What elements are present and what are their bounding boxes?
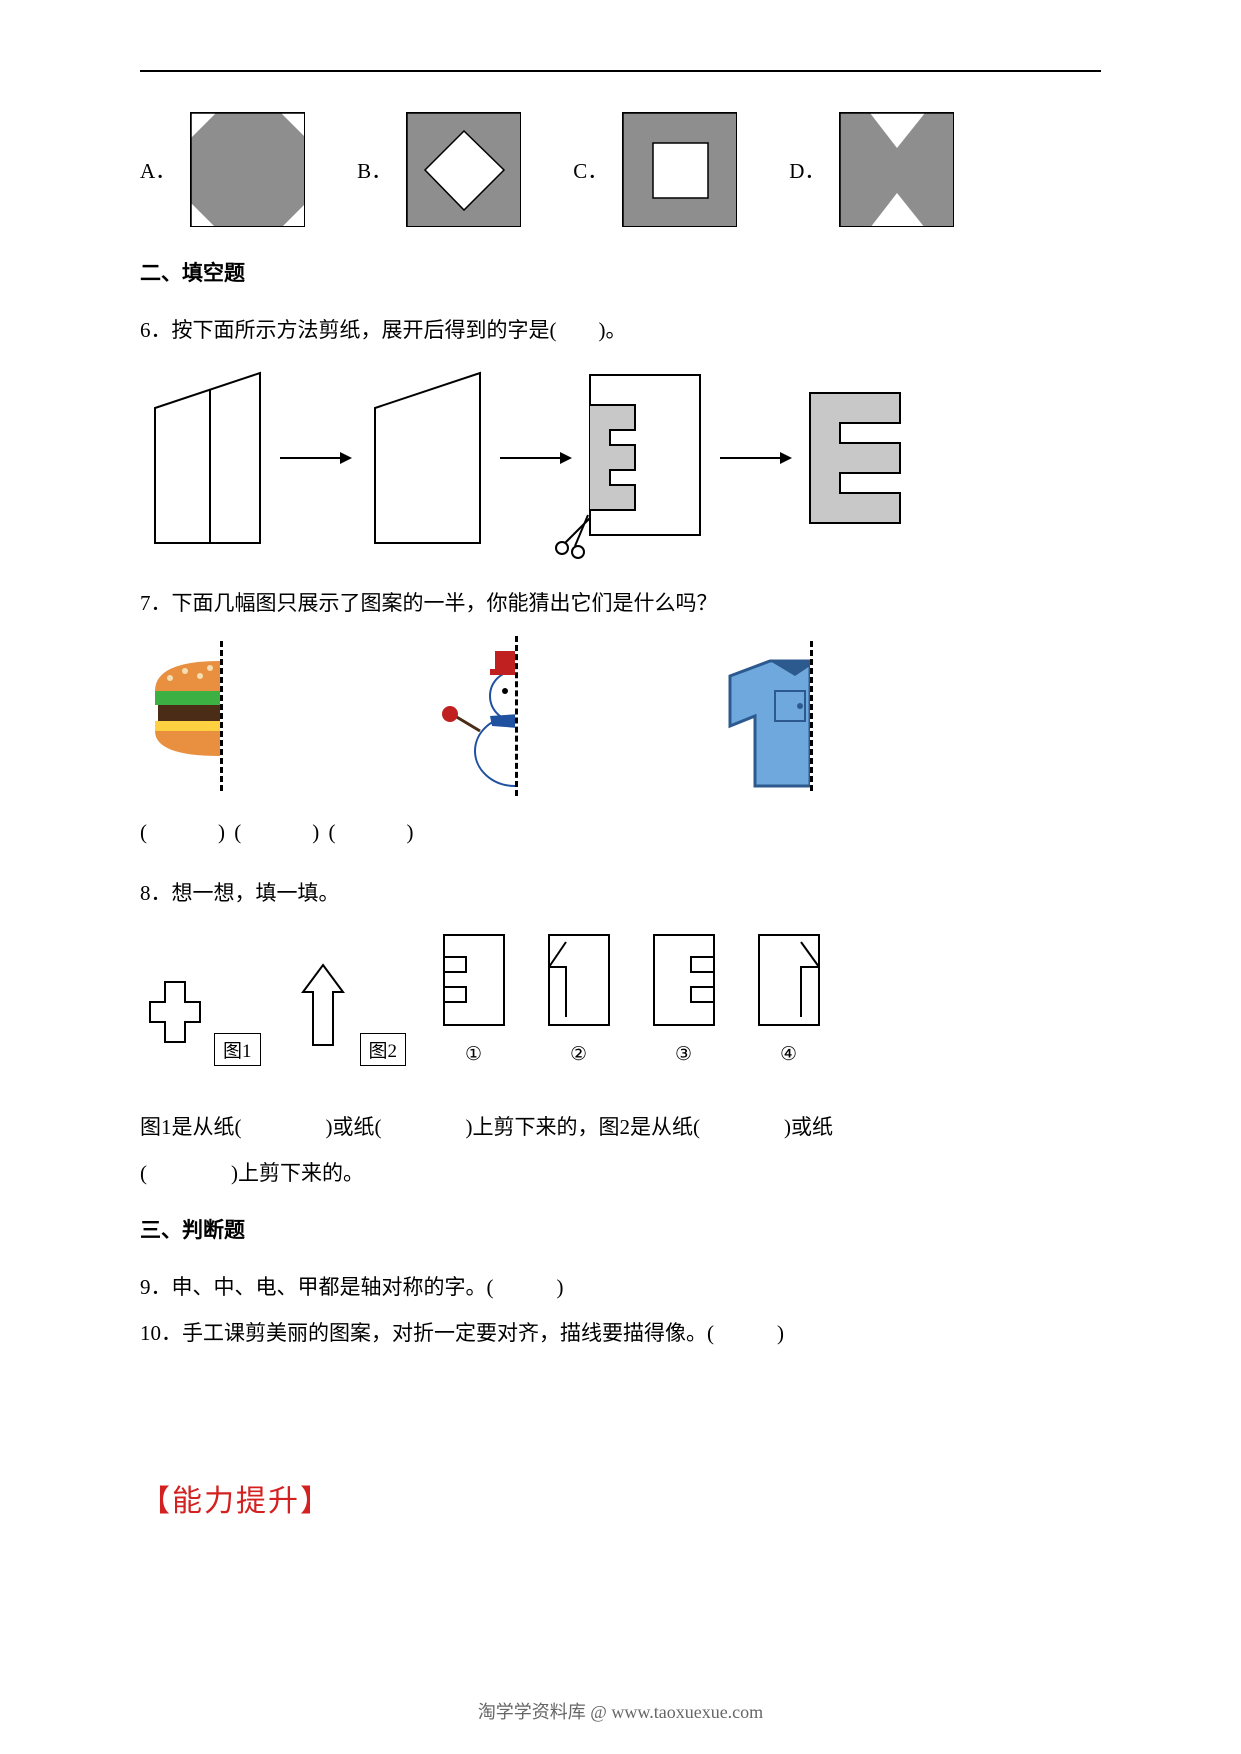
q7-snowman xyxy=(420,636,580,796)
q8-line2: ( )上剪下来的。 xyxy=(140,1150,1101,1196)
q8-label-fig2: 图2 xyxy=(360,1033,407,1066)
q7-text: 7．下面几幅图只展示了图案的一半，你能猜出它们是什么吗？ xyxy=(140,580,1101,626)
q7-images xyxy=(140,636,1101,796)
option-a-label: A． xyxy=(140,155,176,185)
ability-upgrade-header: 【能力提升】 xyxy=(140,1476,1101,1520)
page-footer: 淘学学资料库 @ www.taoxuexue.com xyxy=(0,1698,1241,1724)
q8-line1: 图1是从纸( )或纸( )上剪下来的，图2是从纸( )或纸 xyxy=(140,1104,1101,1150)
option-c-label: C． xyxy=(573,155,608,185)
q7-jacket xyxy=(700,636,860,796)
q8-opt2: ② xyxy=(541,927,616,1066)
q5-options: A． B． C． D． xyxy=(140,112,1101,227)
section-3-header: 三、判断题 xyxy=(140,1214,1101,1244)
q8-opt1: ① xyxy=(436,927,511,1066)
scissors-icon xyxy=(550,510,600,560)
arrow-icon xyxy=(710,443,800,473)
q6-fold1 xyxy=(140,368,270,548)
q8-label-1: ① xyxy=(436,1043,511,1066)
q8-opt4: ④ xyxy=(751,927,826,1066)
q6-result xyxy=(800,383,910,533)
section-2-header: 二、填空题 xyxy=(140,257,1101,287)
q6-fold2 xyxy=(360,368,490,548)
q6-diagram xyxy=(140,365,1101,550)
q8-label-4: ④ xyxy=(751,1043,826,1066)
q8-shapes: 图1 图2 ① ② ③ xyxy=(140,927,1101,1066)
option-b-label: B． xyxy=(357,155,392,185)
q8-fig2: 图2 xyxy=(291,957,407,1066)
q8-label-2: ② xyxy=(541,1043,616,1066)
q8-opt3: ③ xyxy=(646,927,721,1066)
option-c-shape xyxy=(622,112,737,227)
option-b-shape xyxy=(406,112,521,227)
q7-hamburger xyxy=(140,636,300,796)
q8-label-fig1: 图1 xyxy=(214,1033,261,1066)
option-d-shape xyxy=(839,112,954,227)
q6-text: 6．按下面所示方法剪纸，展开后得到的字是( )。 xyxy=(140,307,1101,353)
option-d-label: D． xyxy=(789,155,825,185)
q7-blanks: ( ) ( ) ( ) xyxy=(140,816,1101,846)
q8-label-3: ③ xyxy=(646,1043,721,1066)
option-a-shape xyxy=(190,112,305,227)
q9-text: 9．申、中、电、甲都是轴对称的字。( ) xyxy=(140,1264,1101,1310)
arrow-icon xyxy=(490,443,580,473)
q8-fig1: 图1 xyxy=(140,967,261,1066)
arrow-icon xyxy=(270,443,360,473)
q8-text: 8．想一想，填一填。 xyxy=(140,870,1101,916)
q10-text: 10．手工课剪美丽的图案，对折一定要对齐，描线要描得像。( ) xyxy=(140,1310,1101,1356)
